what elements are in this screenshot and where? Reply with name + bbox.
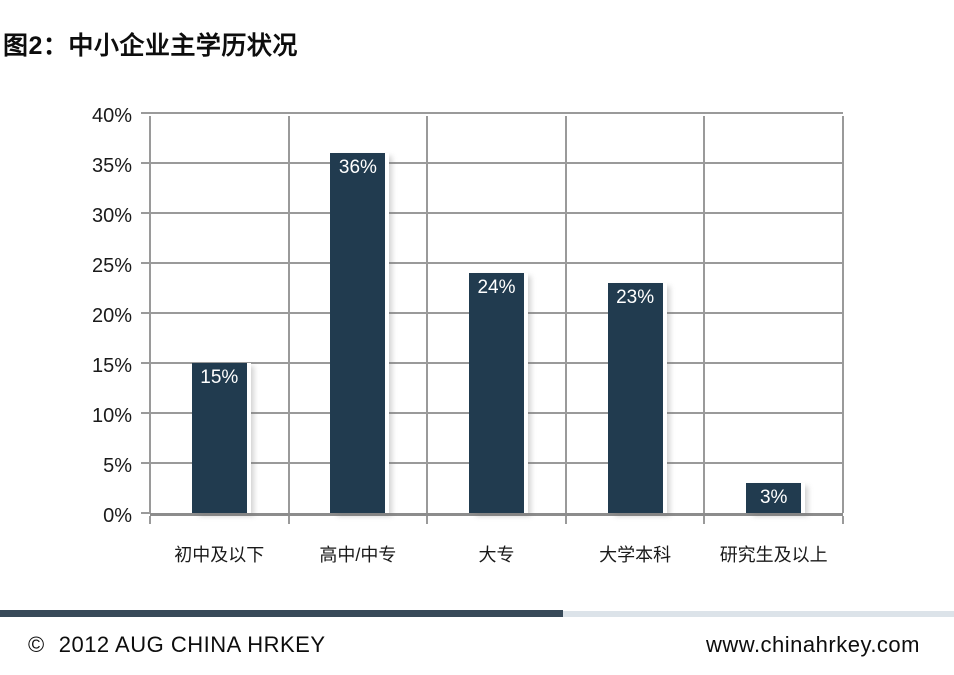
y-axis-label: 30%	[91, 205, 132, 227]
y-axis-tick	[141, 362, 150, 364]
x-axis-tick	[564, 516, 567, 524]
y-axis-label: 0%	[103, 505, 132, 527]
gridline-horizontal	[150, 112, 843, 114]
gridline-horizontal	[150, 262, 843, 264]
bar: 15%	[191, 363, 247, 513]
x-axis-tick	[149, 516, 151, 524]
x-axis-category-label: 研究生及以上	[719, 545, 828, 565]
y-axis-label: 10%	[91, 405, 132, 427]
x-axis-labels: 初中及以下 高中/中专 大专 大学本科 研究生及以上	[150, 541, 843, 571]
bar: 23%	[607, 283, 663, 513]
gridline-vertical	[564, 116, 567, 513]
x-axis-tick	[842, 516, 844, 524]
bar-value-label: 3%	[759, 487, 788, 508]
gridline-vertical	[149, 116, 151, 513]
chart-title: 图2：中小企业主学历状况	[3, 32, 298, 60]
bar-value-label: 36%	[338, 157, 377, 178]
footer-website: www.chinahrkey.com	[706, 632, 920, 657]
y-axis-label: 5%	[103, 455, 132, 477]
footer-row: © 2012 AUG CHINA HRKEY www.chinahrkey.com	[0, 632, 954, 658]
x-axis-tick	[287, 516, 290, 524]
gridline-vertical	[842, 116, 844, 513]
bar-value-label: 23%	[616, 287, 655, 308]
y-axis-label: 15%	[91, 355, 132, 377]
x-axis-tick	[703, 516, 706, 524]
x-axis-category-label: 大学本科	[599, 545, 672, 565]
y-axis-tick	[141, 262, 150, 264]
gridline-vertical	[426, 116, 429, 513]
bar-value-label: 15%	[200, 367, 239, 388]
x-axis-tick	[426, 516, 429, 524]
y-axis-tick	[141, 112, 150, 114]
x-axis-category-label: 初中及以下	[174, 545, 265, 565]
y-axis-label: 25%	[91, 255, 132, 277]
gridline-horizontal	[150, 212, 843, 214]
footer-divider-light-segment	[563, 610, 954, 617]
gridline-vertical	[703, 116, 706, 513]
footer-divider	[0, 610, 954, 617]
y-axis-tick	[141, 412, 150, 414]
bar: 3%	[746, 483, 802, 513]
copyright-icon: ©	[28, 632, 45, 657]
footer: © 2012 AUG CHINA HRKEY www.chinahrkey.com	[0, 600, 954, 675]
footer-divider-dark-segment	[0, 610, 563, 617]
y-axis-tick	[141, 462, 150, 464]
gridline-horizontal	[150, 162, 843, 164]
bar-value-label: 24%	[477, 277, 516, 298]
y-axis-tick	[141, 212, 150, 214]
y-axis-label: 35%	[91, 155, 132, 177]
bar: 24%	[469, 273, 524, 513]
footer-copyright: © 2012 AUG CHINA HRKEY	[28, 632, 326, 658]
bar: 36%	[330, 153, 386, 513]
x-axis-category-label: 高中/中专	[319, 545, 397, 565]
y-axis-label: 20%	[91, 305, 132, 327]
bar-chart: 15% 36% 24% 23% 3% 0% 5% 10% 15% 20% 25% 30% 35% 40%…	[0, 105, 844, 571]
y-axis-tick	[141, 162, 150, 164]
y-axis-tick	[141, 512, 150, 514]
y-axis-label: 40%	[91, 105, 132, 127]
y-axis-labels: 0% 5% 10% 15% 20% 25% 30% 35% 40%	[0, 105, 132, 527]
gridline-vertical	[287, 116, 290, 513]
copyright-text: 2012 AUG CHINA HRKEY	[58, 632, 326, 657]
x-axis-category-label: 大专	[478, 545, 515, 565]
plot-area: 15% 36% 24% 23% 3%	[141, 112, 844, 524]
y-axis-tick	[141, 312, 150, 314]
